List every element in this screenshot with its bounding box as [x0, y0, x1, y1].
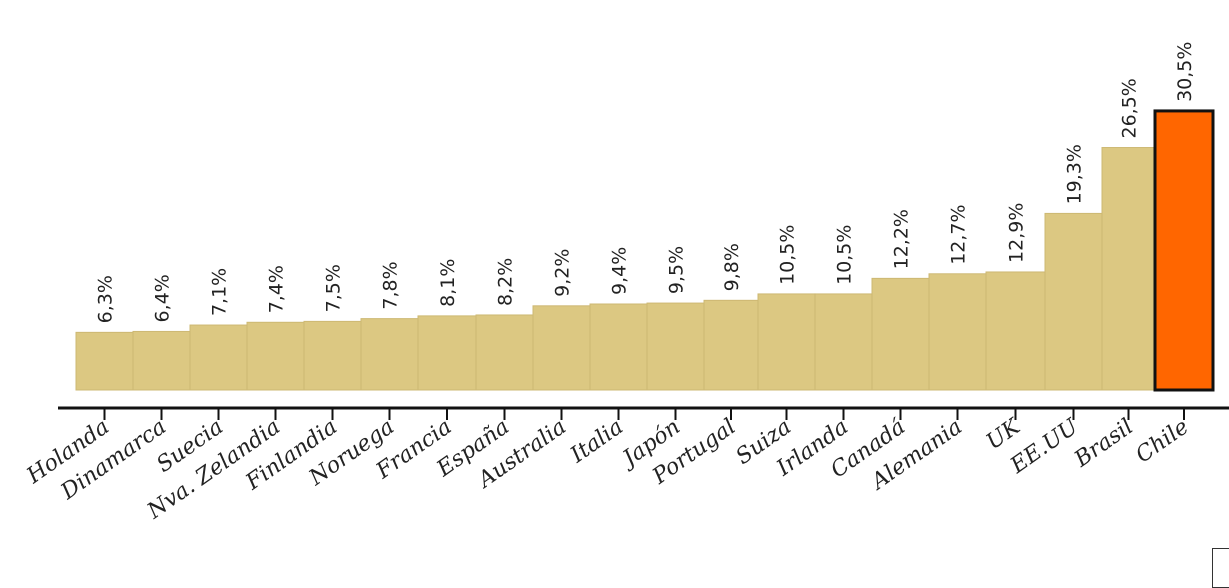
value-label-canada: 12,2%	[891, 209, 913, 269]
value-label-suiza: 10,5%	[777, 225, 799, 285]
bar-irlanda	[814, 293, 873, 391]
bar-uk	[985, 271, 1046, 391]
bars-group	[75, 109, 1215, 392]
bar-brasil	[1101, 147, 1156, 391]
bar-chile	[1153, 109, 1215, 392]
value-label-brasil: 26,5%	[1119, 78, 1141, 138]
value-label-italia: 9,4%	[609, 247, 631, 295]
value-label-chile: 30,5%	[1174, 42, 1196, 102]
bar-australia	[532, 305, 591, 391]
value-label-alemania: 12,7%	[948, 204, 970, 264]
value-label-finlandia: 7,5%	[323, 264, 345, 312]
bar-japon	[646, 302, 705, 391]
value-label-francia: 8,1%	[437, 259, 459, 307]
corner-frame	[1212, 548, 1229, 588]
bar-holanda	[75, 331, 134, 391]
value-label-uk: 12,9%	[1006, 203, 1028, 263]
ticks-group	[103, 408, 1185, 420]
value-label-irlanda: 10,5%	[834, 225, 856, 285]
bar-suecia	[189, 324, 248, 391]
value-label-suecia: 7,1%	[209, 268, 231, 316]
category-label-brasil: Brasil	[1069, 414, 1138, 472]
value-labels-group: 6,3% 6,4% 7,1% 7,4% 7,5% 7,8% 8,1% 8,2% 9,2% 9,4%…	[95, 42, 1197, 324]
value-label-holanda: 6,3%	[95, 275, 117, 323]
bar-dinamarca	[132, 330, 191, 391]
bar-finlandia	[303, 320, 362, 391]
value-label-ee-uu: 19,3%	[1064, 144, 1086, 204]
value-label-espana: 8,2%	[495, 258, 517, 306]
value-label-dinamarca: 6,4%	[152, 274, 174, 322]
bar-alemania	[928, 273, 987, 391]
bar-portugal	[703, 299, 759, 391]
bar-noruega	[360, 318, 419, 391]
value-label-australia: 9,2%	[552, 249, 574, 297]
category-label-italia: Italia	[565, 414, 628, 468]
value-label-portugal: 9,8%	[721, 243, 743, 291]
category-label-ee-uu: EE.UU	[1005, 414, 1084, 480]
bar-nva-zelandia	[246, 321, 305, 391]
bar-suiza	[757, 293, 816, 391]
value-label-noruega: 7,8%	[380, 261, 402, 309]
value-label-japon: 9,5%	[666, 246, 688, 294]
bar-italia	[589, 303, 648, 391]
bar-ee-uu	[1044, 212, 1103, 391]
value-label-nva-zelandia: 7,4%	[266, 265, 288, 313]
bar-canada	[871, 277, 930, 391]
bar-francia	[417, 315, 477, 391]
bar-espana	[475, 314, 534, 391]
category-label-chile: Chile	[1132, 414, 1194, 468]
